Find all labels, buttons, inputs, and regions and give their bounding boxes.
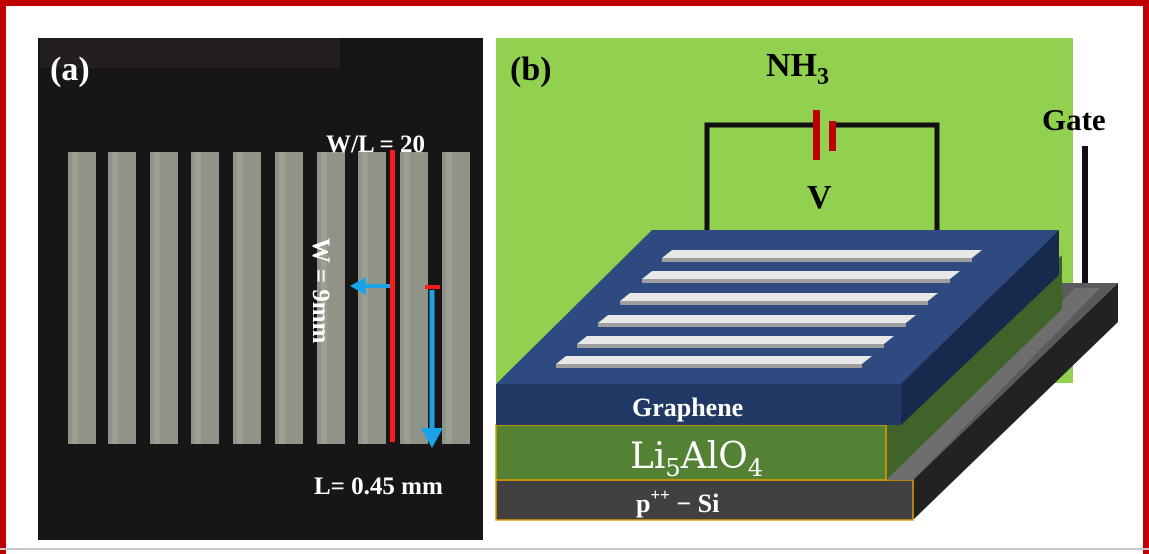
- electrode-finger-edge: [662, 258, 972, 262]
- electrode-stripe-highlight: [404, 152, 410, 444]
- length-arrow: [421, 290, 443, 448]
- substrate-top-surface: [885, 288, 1100, 480]
- electrode-finger: [642, 271, 960, 279]
- electrode-fingers: [556, 250, 982, 368]
- electrode-finger: [662, 250, 982, 258]
- electrode-stripe-highlight: [195, 152, 201, 444]
- electrode-finger: [577, 336, 894, 344]
- gate-label: Gate: [1042, 102, 1106, 137]
- electrode-stripe-highlight: [112, 152, 118, 444]
- width-marker-line: [390, 150, 395, 442]
- electrode-finger: [556, 356, 872, 364]
- panel-a-top-glare: [40, 38, 340, 68]
- electrode-finger-edge: [598, 323, 906, 327]
- electrode-finger: [598, 315, 916, 323]
- substrate-label: p++ − Si: [636, 485, 719, 518]
- panel-b: (b) NH3 V Gate: [495, 38, 1118, 521]
- panel-a-label: (a): [50, 51, 90, 88]
- electrode-stripe-highlight: [321, 152, 327, 444]
- gas-label: NH3: [766, 47, 829, 90]
- electrode-finger-edge: [620, 301, 928, 305]
- panel-a: (a) W/L = 20 W = 9mm L= 0.45 mm: [38, 38, 483, 540]
- circuit-wires: [704, 122, 940, 276]
- electrode-stripe-highlight: [154, 152, 160, 444]
- electrode-finger-edge: [556, 364, 862, 368]
- electrode-finger-edge: [577, 344, 884, 348]
- electrode-stripe-highlight: [237, 152, 243, 444]
- length-label-clip: L= 0.45 mm: [314, 473, 443, 500]
- voltage-label: V: [807, 179, 832, 216]
- gate-wire: [1082, 146, 1088, 286]
- electrode-finger-edge: [642, 279, 950, 283]
- panel-b-label: (b): [510, 51, 552, 88]
- length-marker-line: [425, 285, 440, 289]
- dielectric-label: Li5AlO4: [630, 436, 763, 482]
- figure-bottom-rule: [0, 548, 1149, 550]
- electrode-finger: [620, 293, 938, 301]
- electrode-stripe-highlight: [72, 152, 78, 444]
- length-label: L= 0.45 mm: [314, 473, 443, 500]
- width-arrow: [350, 277, 390, 295]
- electrode-stripes: [68, 152, 470, 444]
- electrode-stripe-highlight: [279, 152, 285, 444]
- electrode-stripe-highlight: [446, 152, 452, 444]
- battery-icon: [813, 110, 836, 160]
- electrode-stripe-highlight: [362, 152, 368, 444]
- width-label: W = 9mm: [307, 238, 334, 344]
- graphene-label: Graphene: [632, 393, 743, 422]
- ratio-label: W/L = 20: [326, 131, 425, 158]
